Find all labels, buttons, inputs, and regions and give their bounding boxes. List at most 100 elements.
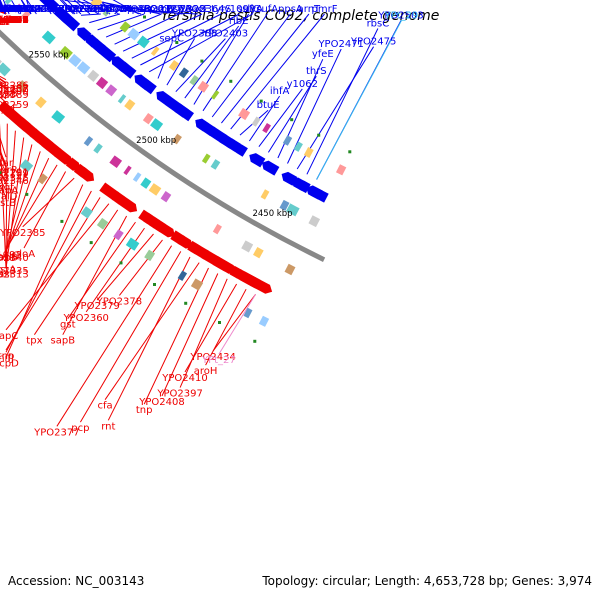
forward-gene-label: YPO2324: [86, 4, 132, 15]
forward-gene-label: btuR: [0, 4, 18, 15]
forward-gene-label: ihfA: [270, 86, 290, 97]
reverse-gene-label: aroH: [194, 366, 218, 377]
leader-line: [82, 0, 111, 15]
reverse-gene-label: YPO2408: [138, 397, 184, 408]
forward-gene-label: tnp: [65, 4, 82, 15]
reverse-gene-label: y1062: [0, 15, 22, 26]
forward-gene-label: trpC: [0, 4, 17, 15]
scale-label: 2450 kbp: [252, 209, 292, 219]
forward-gene-label: ispZ: [0, 4, 17, 15]
cog-block: [303, 147, 314, 158]
reverse-gene-label: YPO2319: [0, 15, 29, 26]
reverse-gene-label: sapD: [0, 15, 19, 26]
leader-line: [258, 88, 303, 148]
forward-gene-label: y1093: [224, 4, 255, 15]
reverse-gene-label: fumC: [0, 15, 19, 26]
reverse-gene-label: dadA: [0, 15, 19, 26]
genome-summary-text: Topology: circular; Length: 4,653,728 bp…: [262, 574, 592, 588]
reverse-gene-label: YPO2163: [0, 15, 29, 26]
leader-line: [59, 0, 74, 15]
forward-gene-label: ribA: [0, 4, 16, 15]
cog-block: [109, 155, 123, 169]
cog-block: [262, 122, 272, 134]
cog-block: [41, 30, 56, 45]
gene-arrow: [54, 6, 68, 21]
forward-gene-label: pntA: [19, 4, 43, 15]
reverse-gene-label: YPO2238: [0, 15, 29, 26]
reverse-gene-label: mipB: [0, 85, 19, 96]
outer-dot-track: [143, 15, 352, 154]
cog-block: [201, 153, 211, 164]
leader-line: [122, 13, 203, 52]
cog-block: [136, 35, 150, 49]
forward-gene-label: araA: [0, 4, 18, 15]
reverse-gene-label: YPO2335: [0, 266, 29, 277]
cog-block: [0, 62, 11, 77]
feature-dot: [348, 150, 352, 154]
scale-labels: 2800 kbp2750 kbp2700 kbp2650 kbp2600 kbp…: [29, 50, 293, 219]
forward-gene-label: YPO2327: [137, 4, 183, 15]
cog-block: [293, 141, 303, 152]
reverse-gene-label: purR: [0, 165, 18, 176]
gene-arrow: [156, 91, 172, 105]
reverse-gene-label: pspF: [0, 15, 18, 26]
cog-block: [51, 110, 66, 124]
scale-label: 2550 kbp: [29, 50, 69, 60]
leader-line: [175, 38, 226, 93]
leader-line: [64, 0, 183, 15]
forward-gene-label: YPO2475: [350, 37, 396, 48]
reverse-gene-label: tdk: [0, 15, 14, 26]
leader-line: [184, 25, 240, 99]
cog-block: [113, 229, 124, 241]
reverse-gene-label: YPO2385: [0, 228, 45, 239]
forward-gene-label: y1062: [0, 4, 22, 15]
accession-text: Accession: NC_003143: [8, 574, 145, 588]
forward-gene-label: sufC: [238, 4, 260, 15]
forward-gene-label: YPO2240: [0, 4, 29, 15]
gene-arrow: [291, 177, 307, 191]
feature-dot: [25, 192, 29, 196]
forward-gene-label: ansA: [0, 4, 18, 15]
genome-backbone: [0, 29, 326, 262]
reverse-gene-label: YPO2287: [0, 15, 29, 26]
cog-block: [150, 46, 160, 56]
reverse-gene-label: YPO2354: [0, 15, 29, 26]
cog-block: [177, 270, 188, 282]
reverse-gene-label: YPO2317: [0, 15, 29, 26]
leader-line: [79, 251, 182, 423]
leader-line: [105, 13, 162, 38]
forward-gene-track: [39, 0, 329, 203]
reverse-gene-label: YPO2274: [0, 15, 29, 26]
reverse-gene-label: YPO2150: [0, 15, 29, 26]
gene-arrow: [134, 74, 152, 91]
leader-line: [119, 239, 163, 296]
map-footer: Accession: NC_003143 Topology: circular;…: [8, 574, 592, 594]
reverse-gene-label: selD: [0, 15, 17, 26]
forward-gene-label: YPO2226: [0, 4, 29, 15]
gene-arrow: [99, 182, 120, 201]
cog-block: [83, 136, 94, 147]
reverse-gene-label: YPO2360: [62, 313, 108, 324]
forward-gene-label: YPO2244: [7, 4, 53, 15]
backbone-arc: [0, 29, 326, 262]
cog-block: [189, 75, 200, 86]
gene-arrow: [111, 56, 129, 73]
forward-cog-track: [4, 0, 321, 228]
reverse-gene-label: YPO2291: [0, 168, 29, 179]
cog-block: [160, 191, 172, 203]
gene-arrow: [77, 27, 92, 42]
reverse-gene-label: cfa: [98, 401, 113, 412]
cog-block: [13, 3, 23, 13]
reverse-gene-label: YPO2280: [0, 15, 29, 26]
forward-gene-label: YPO2231: [0, 4, 29, 15]
reverse-gene-label: ilvB: [0, 15, 15, 26]
forward-gene-label: YPO2266: [13, 4, 59, 15]
cog-block: [4, 0, 13, 5]
cog-block: [132, 172, 142, 183]
forward-gene-label: YPO2292: [31, 4, 77, 15]
cog-block: [251, 116, 261, 127]
gene-arrow: [249, 153, 266, 168]
forward-gene-label: YPO2273: [0, 4, 29, 15]
reverse-gene-label: dalD: [0, 191, 18, 202]
